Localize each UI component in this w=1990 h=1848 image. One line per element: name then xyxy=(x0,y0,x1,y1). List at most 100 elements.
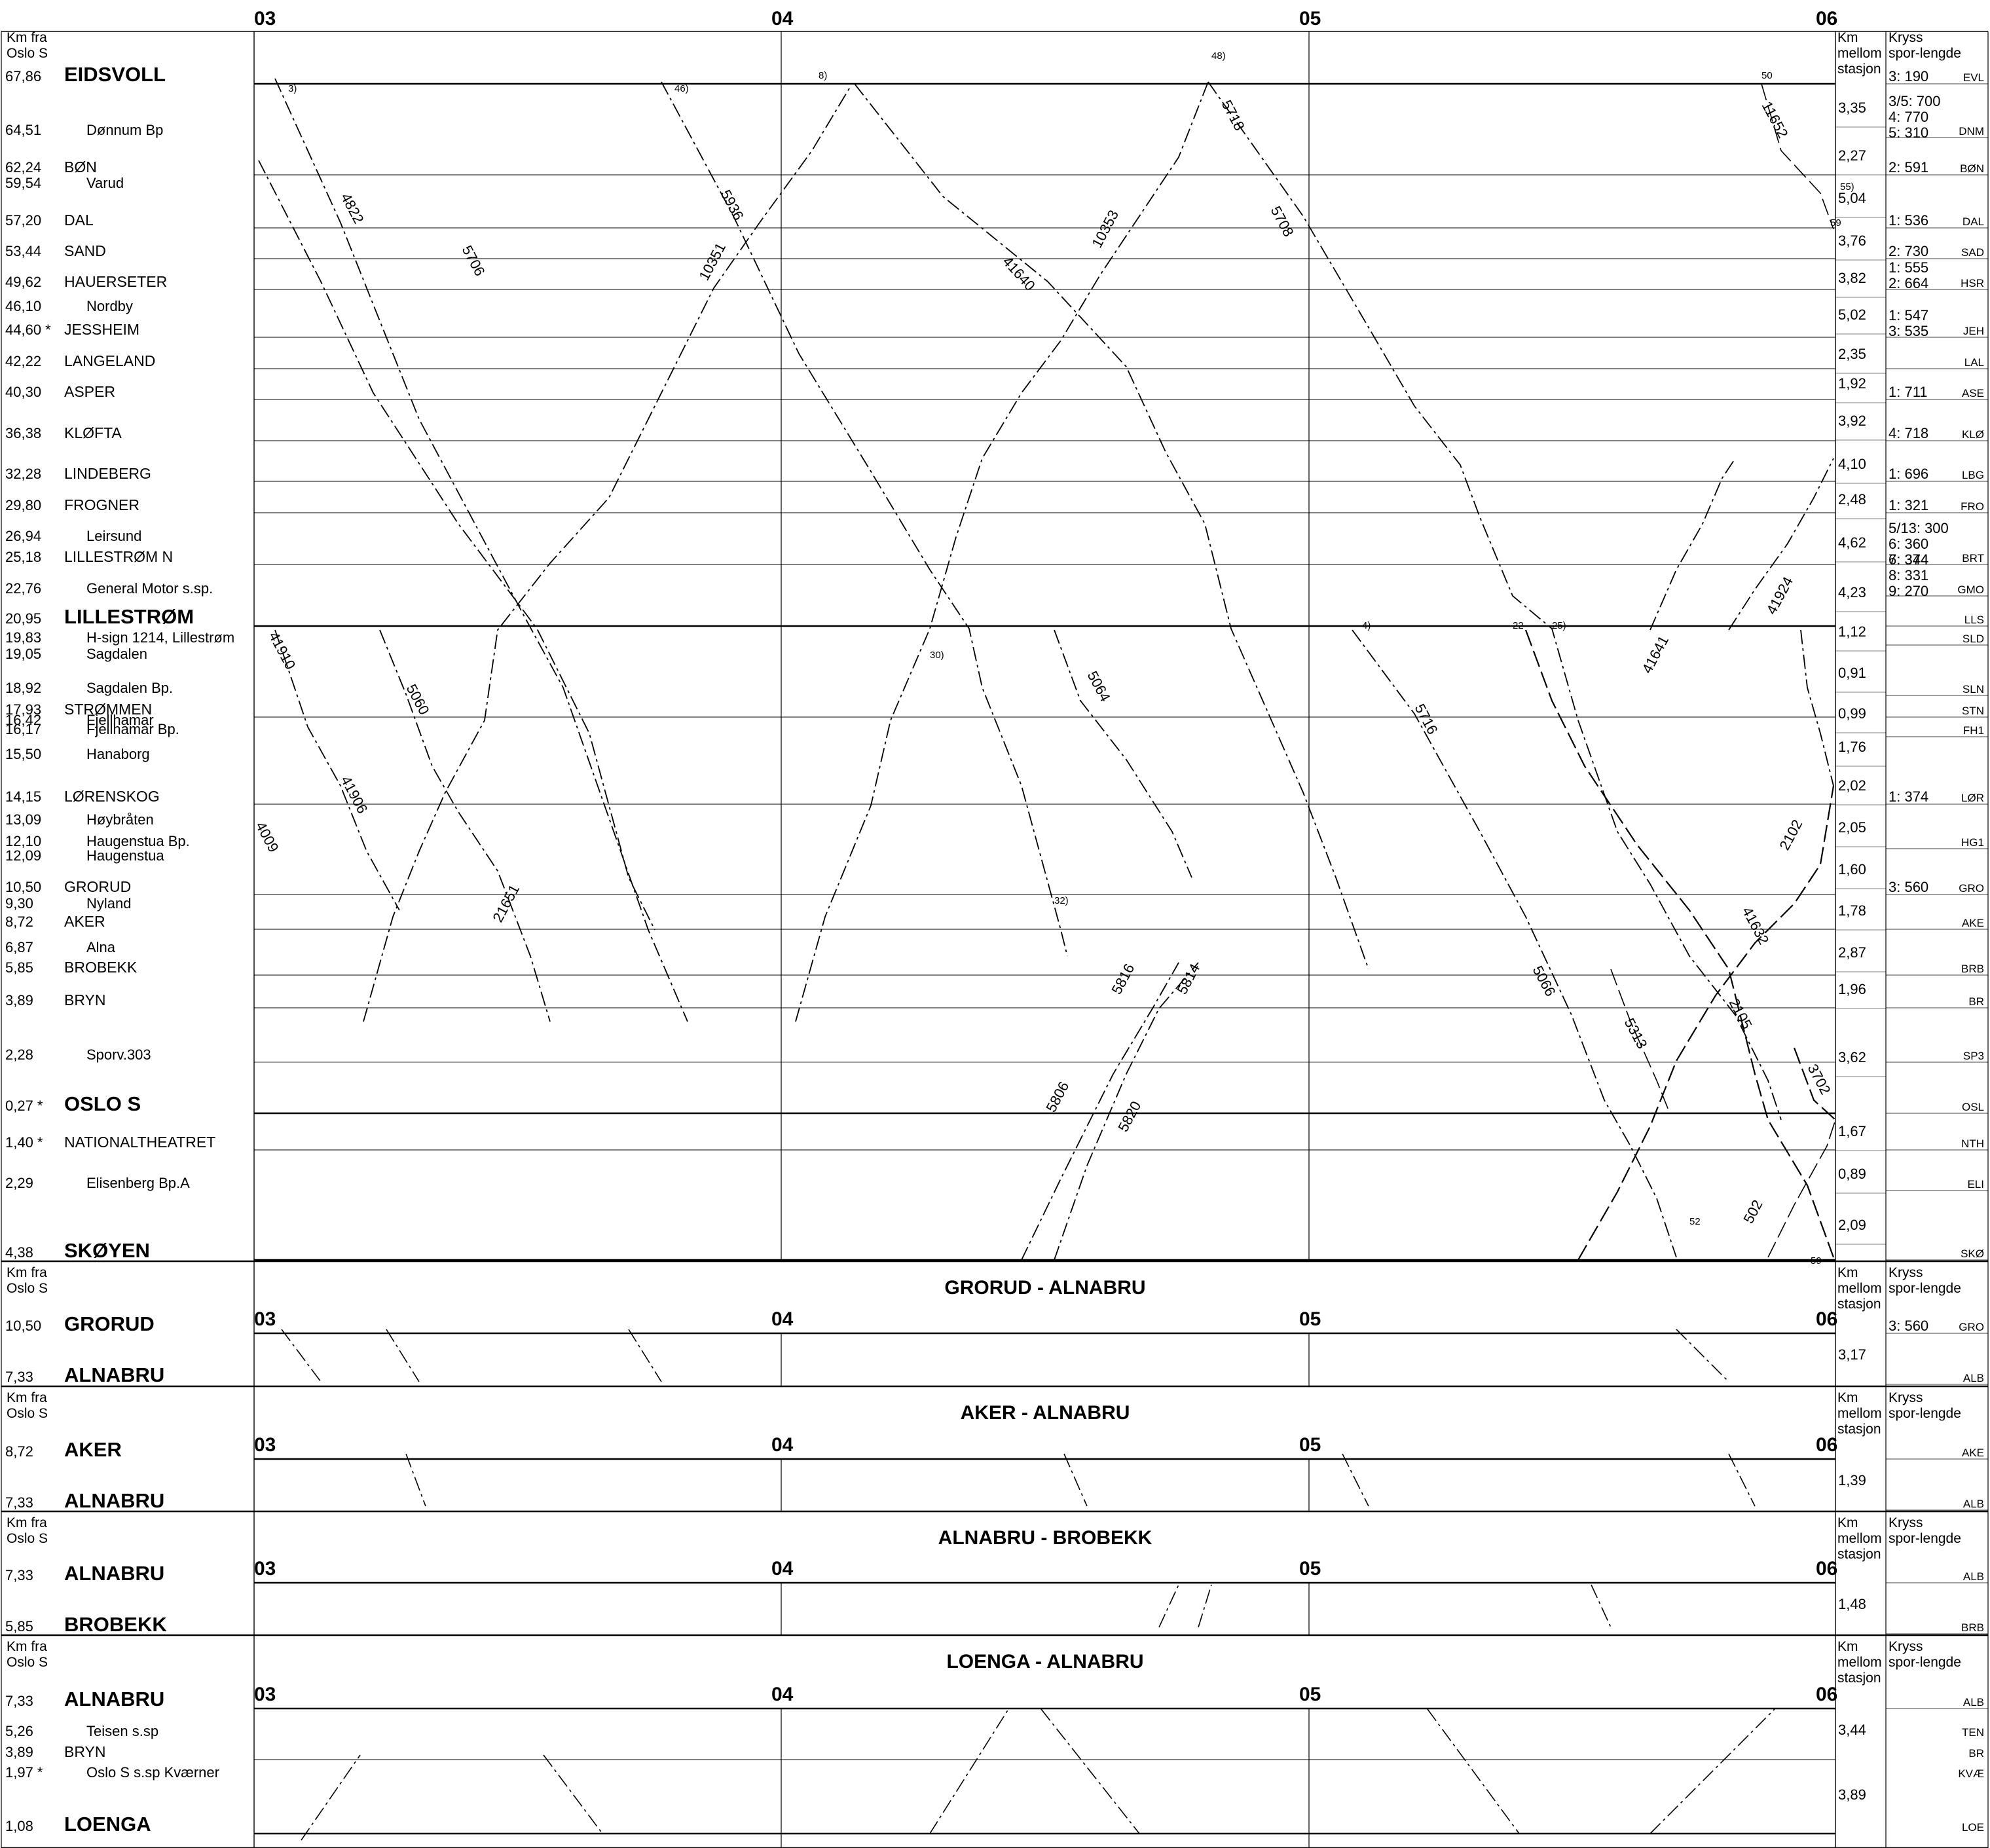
station-code: LBG xyxy=(1962,469,1984,481)
train-number: 41924 xyxy=(1763,574,1796,618)
station-km: 10,50 xyxy=(5,879,41,895)
station-code: ALB xyxy=(1963,1498,1984,1510)
kryss-length: 1: 321 xyxy=(1889,497,1928,513)
station-code: JEH xyxy=(1963,325,1984,337)
station-km: 2,28 xyxy=(5,1046,33,1063)
distance-value: 2,09 xyxy=(1838,1217,1866,1233)
timetable-grid xyxy=(1,31,1989,1848)
stop-minute: 25) xyxy=(1552,620,1566,631)
hour-label-06: 06 xyxy=(1816,1684,1837,1705)
distance-value: 3,76 xyxy=(1838,232,1866,249)
station-name: AKER xyxy=(64,1438,122,1461)
station-km: 40,30 xyxy=(5,384,41,400)
kryss-header: spor-lengde xyxy=(1889,46,1961,61)
station-name: ASPER xyxy=(64,383,115,400)
dist-header: Km xyxy=(1837,1390,1858,1405)
train-path-5706 xyxy=(258,160,655,931)
station-name: Nyland xyxy=(86,895,131,912)
station-name: Alna xyxy=(86,939,116,955)
section-title: AKER - ALNABRU xyxy=(961,1402,1130,1424)
station-name: ALNABRU xyxy=(64,1489,164,1512)
train-path-5313 xyxy=(1591,1584,1612,1628)
distance-value: 0,89 xyxy=(1838,1166,1866,1182)
kryss-length: 2: 591 xyxy=(1889,159,1928,176)
station-name: LINDEBERG xyxy=(64,465,151,482)
station-name: DAL xyxy=(64,212,94,229)
train-path-5806 xyxy=(1021,962,1179,1261)
train-path-11652 xyxy=(1761,83,1834,230)
station-km: 49,62 xyxy=(5,274,41,290)
hour-label-06: 06 xyxy=(1816,1558,1837,1580)
station-code: KLØ xyxy=(1962,428,1984,441)
kryss-header: Kryss xyxy=(1889,1390,1923,1405)
hour-label-05: 05 xyxy=(1299,1308,1321,1330)
station-code: LOE xyxy=(1962,1821,1984,1834)
station-code: GRO xyxy=(1959,882,1984,895)
dist-header: mellom xyxy=(1837,1531,1882,1546)
distance-value: 1,76 xyxy=(1838,739,1866,755)
dist-header: stasjon xyxy=(1837,1422,1881,1437)
train-path-5064 xyxy=(1054,629,1192,878)
station-name: Fjellhamar Bp. xyxy=(86,721,179,737)
station-km: 12,10 xyxy=(5,833,41,849)
dist-header: stasjon xyxy=(1837,1671,1881,1686)
dist-header: Km xyxy=(1837,1265,1858,1280)
km-header: Oslo S xyxy=(7,1531,48,1546)
distance-value: 2,02 xyxy=(1838,777,1866,794)
station-km: 13,09 xyxy=(5,811,41,828)
station-code: LAL xyxy=(1964,356,1984,369)
train-paths: 4822 5706 5936 10351 41640 10353 5718 5708 11652… xyxy=(253,50,1854,1841)
train-number: 41906 xyxy=(338,773,371,817)
station-code: SAD xyxy=(1961,246,1984,259)
hour-label-03: 03 xyxy=(254,1308,276,1330)
station-name: BROBEKK xyxy=(64,959,138,976)
station-code: STN xyxy=(1962,705,1984,717)
station-code: NTH xyxy=(1961,1137,1984,1150)
hour-label-06: 06 xyxy=(1816,8,1837,29)
train-path-5313 xyxy=(1610,969,1670,1114)
hour-label-04: 04 xyxy=(771,8,794,29)
train-path-41640 xyxy=(1342,1453,1369,1507)
station-km: 7,33 xyxy=(5,1693,33,1709)
kryss-header: spor-lengde xyxy=(1889,1406,1961,1421)
train-number: 21651 xyxy=(489,882,523,925)
station-name: HAUERSETER xyxy=(64,273,167,290)
station-name: KLØFTA xyxy=(64,424,122,441)
distance-value: 1,60 xyxy=(1838,861,1866,878)
station-km: 19,05 xyxy=(5,646,41,662)
station-code: ALB xyxy=(1963,1570,1984,1583)
stop-minute: 8) xyxy=(819,70,827,81)
station-code: ALB xyxy=(1963,1696,1984,1709)
train-path-41924 xyxy=(1728,458,1834,631)
station-name: AKER xyxy=(64,913,105,930)
train-path-41641 xyxy=(1649,458,1736,631)
station-name: Haugenstua Bp. xyxy=(86,833,190,849)
station-km: 44,60 * xyxy=(5,322,51,338)
train-path-5060 xyxy=(543,1754,603,1834)
train-number: 41641 xyxy=(1638,633,1672,676)
station-km: 1,40 * xyxy=(5,1134,43,1151)
train-path-5066 xyxy=(1352,629,1677,1258)
train-number: 2105 xyxy=(1726,996,1756,1032)
train-path-5060 xyxy=(379,629,551,1022)
dist-header: stasjon xyxy=(1837,1297,1881,1312)
dist-header: mellom xyxy=(1837,1655,1882,1670)
station-name: LANGELAND xyxy=(64,352,155,369)
hour-label-06: 06 xyxy=(1816,1308,1837,1330)
hour-label-04: 04 xyxy=(771,1434,794,1456)
station-name: NATIONALTHEATRET xyxy=(64,1134,215,1151)
distance-value: 2,48 xyxy=(1838,491,1866,508)
dist-header: mellom xyxy=(1837,1406,1882,1421)
station-km: 9,30 xyxy=(5,895,33,912)
station-km: 36,38 xyxy=(5,425,41,441)
dist-header: stasjon xyxy=(1837,62,1881,77)
train-path-41632 xyxy=(1728,1453,1756,1507)
kryss-length: 3: 560 xyxy=(1889,1318,1928,1334)
station-name: Leirsund xyxy=(86,528,141,544)
section-title: GRORUD - ALNABRU xyxy=(944,1277,1145,1299)
station-km: 26,94 xyxy=(5,528,41,544)
train-number: 5313 xyxy=(1621,1016,1651,1052)
station-km: 17,93 xyxy=(5,701,41,718)
train-path-41972 xyxy=(1649,1709,1775,1834)
